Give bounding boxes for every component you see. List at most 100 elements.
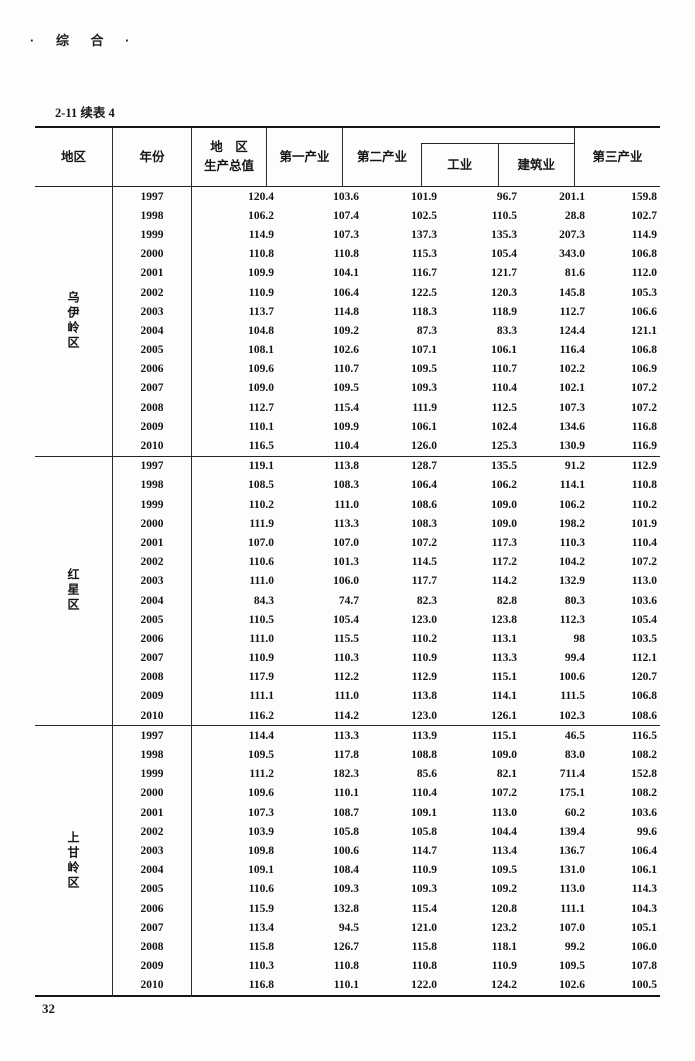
table-row: 2005 108.1 102.6 107.1 106.1 116.4 106.8 [113, 340, 660, 360]
value-cell: 134.6 [559, 420, 585, 433]
value-cell: 116.9 [631, 440, 657, 453]
table-row: 2001 109.9 104.1 116.7 121.7 81.6 112.0 [113, 263, 660, 283]
value-cell: 84.3 [253, 594, 274, 607]
table-row: 2006 115.9 132.8 115.4 120.8 111.1 104.3 [113, 898, 660, 919]
region-label: 上甘岭区 [66, 830, 80, 891]
value-cell: 115.9 [248, 902, 274, 915]
value-cell: 104.3 [631, 902, 657, 915]
header-industry: 工业 [422, 144, 499, 186]
value-cell: 130.9 [559, 440, 585, 453]
value-cell: 100.6 [333, 844, 359, 857]
value-cell: 152.8 [631, 768, 657, 781]
value-cell: 82.1 [496, 768, 517, 781]
table-row: 2005 110.6 109.3 109.3 109.2 113.0 114.3 [113, 879, 660, 899]
value-cell: 111.1 [560, 902, 585, 915]
year-cell: 1999 [113, 764, 192, 784]
year-cell: 2008 [113, 937, 192, 957]
year-cell: 2010 [113, 975, 192, 995]
value-cell: 119.1 [248, 460, 274, 473]
value-cell: 107.3 [559, 401, 585, 414]
value-cell: 110.2 [631, 498, 657, 511]
table-row: 2001 107.3 108.7 109.1 113.0 60.2 103.6 [113, 803, 660, 823]
table-row: 1998 106.2 107.4 102.5 110.5 28.8 102.7 [113, 206, 660, 226]
year-cell: 2009 [113, 686, 192, 707]
value-cell: 108.6 [631, 709, 657, 722]
value-cell: 107.2 [491, 787, 517, 800]
value-cell: 106.2 [491, 479, 517, 492]
year-cell: 2007 [113, 648, 192, 668]
value-cell: 104.4 [491, 825, 517, 838]
value-cell: 80.3 [564, 594, 585, 607]
value-cell: 115.8 [411, 940, 437, 953]
value-cell: 113.3 [491, 652, 517, 665]
table-row: 1997 114.4 113.3 113.9 115.1 46.5 116.5 [113, 726, 660, 746]
value-cell: 110.4 [411, 787, 437, 800]
value-cell: 102.2 [559, 363, 585, 376]
value-cell: 124.2 [491, 979, 517, 992]
value-cell: 117.7 [411, 575, 437, 588]
value-cell: 111.0 [334, 498, 359, 511]
value-cell: 103.6 [631, 594, 657, 607]
value-cell: 108.5 [248, 479, 274, 492]
value-cell: 107.0 [333, 536, 359, 549]
year-cell: 2006 [113, 898, 192, 919]
value-cell: 104.2 [559, 556, 585, 569]
value-cell: 116.8 [631, 420, 657, 433]
value-cell: 114.4 [248, 729, 274, 742]
value-cell: 105.8 [411, 825, 437, 838]
value-cell: 109.3 [333, 883, 359, 896]
value-cell: 111.9 [412, 401, 437, 414]
table-row: 2004 84.3 74.7 82.3 82.8 80.3 103.6 [113, 590, 660, 611]
value-cell: 711.4 [559, 768, 585, 781]
year-cell: 1997 [113, 726, 192, 746]
value-cell: 123.0 [411, 709, 437, 722]
value-cell: 109.6 [248, 787, 274, 800]
value-cell: 110.2 [248, 498, 274, 511]
year-cell: 2010 [113, 706, 192, 726]
value-cell: 99.2 [564, 940, 585, 953]
value-cell: 106.0 [333, 575, 359, 588]
year-cell: 2002 [113, 552, 192, 572]
value-cell: 118.1 [491, 940, 517, 953]
value-cell: 113.1 [491, 632, 517, 645]
value-cell: 106.2 [559, 498, 585, 511]
header-year: 年份 [113, 128, 192, 186]
value-cell: 114.3 [631, 883, 657, 896]
table-row: 2010 116.8 110.1 122.0 124.2 102.6 100.5 [113, 975, 660, 995]
value-cell: 120.7 [631, 671, 657, 684]
value-cell: 121.7 [491, 267, 517, 280]
value-cell: 110.5 [248, 613, 274, 626]
header-secondary-industry: 第二产业 [356, 149, 407, 164]
value-cell: 113.4 [491, 844, 517, 857]
value-cell: 107.3 [333, 228, 359, 241]
value-cell: 108.3 [333, 479, 359, 492]
table-header-row: 地区 年份 地 区 生产总值 第一产业 第二产业 工业 建筑业 第三产业 [35, 126, 660, 187]
value-cell: 124.4 [559, 324, 585, 337]
value-cell: 110.4 [333, 440, 359, 453]
value-cell: 110.8 [333, 248, 359, 261]
table-row: 1999 110.2 111.0 108.6 109.0 106.2 110.2 [113, 495, 660, 515]
value-cell: 111.1 [249, 690, 274, 703]
value-cell: 111.5 [560, 690, 585, 703]
region-block: 乌伊岭区 1997 120.4 103.6 101.9 96.7 201.1 159.8 199… [35, 187, 660, 457]
value-cell: 109.5 [248, 749, 274, 762]
value-cell: 105.1 [631, 921, 657, 934]
region-rows: 1997 114.4 113.3 113.9 115.1 46.5 116.5 1998 109… [113, 726, 660, 995]
value-cell: 107.0 [248, 536, 274, 549]
year-cell: 2004 [113, 321, 192, 341]
value-cell: 159.8 [631, 190, 657, 203]
value-cell: 115.4 [333, 401, 359, 414]
value-cell: 99.4 [564, 652, 585, 665]
page-number: 32 [42, 1001, 55, 1016]
value-cell: 107.2 [631, 556, 657, 569]
value-cell: 109.6 [248, 363, 274, 376]
table-row: 2008 117.9 112.2 112.9 115.1 100.6 120.7 [113, 667, 660, 687]
year-cell: 2006 [113, 359, 192, 379]
value-cell: 113.0 [491, 806, 517, 819]
value-cell: 123.0 [411, 613, 437, 626]
value-cell: 103.5 [631, 632, 657, 645]
value-cell: 117.2 [491, 556, 517, 569]
value-cell: 91.2 [564, 460, 585, 473]
value-cell: 105.3 [631, 286, 657, 299]
